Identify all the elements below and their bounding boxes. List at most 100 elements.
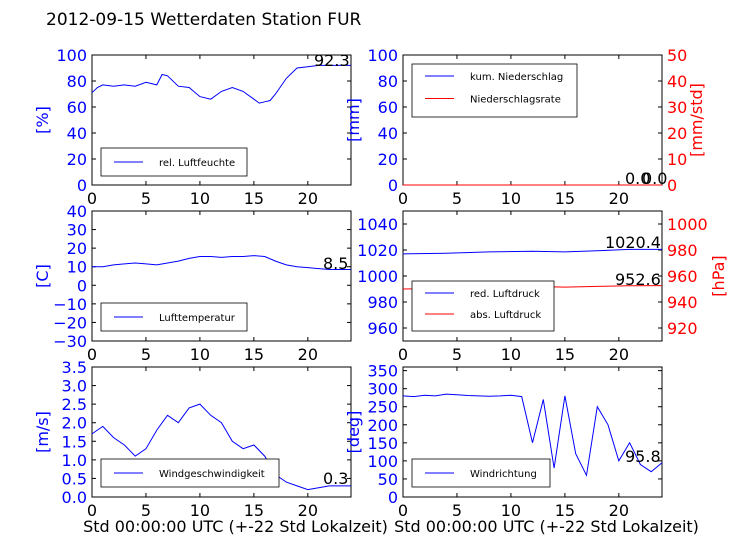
y-tick-label: 1000 <box>357 267 398 286</box>
legend: Lufttemperatur <box>100 302 248 332</box>
panel-windspeed: 0 5 10 15 20 0.00.51.01.52.02.53.03.5 [m/s] Std… <box>33 358 388 536</box>
legend: red. Luftdruck abs. Luftdruck <box>411 280 555 332</box>
legend-label: kum. Niederschlag <box>470 72 563 83</box>
x-tick-label: 20 <box>609 501 629 520</box>
panel-temperature: 0 5 10 15 20−30−20−10010203040[C]Lufttempera… <box>33 202 352 364</box>
y-tick-label: 1.5 <box>62 432 87 451</box>
y2-tick-label: 40 <box>667 72 687 91</box>
y-tick-label: 2.5 <box>62 395 87 414</box>
legend-label: red. Luftdruck <box>470 289 540 300</box>
x-tick-label: 0 <box>87 501 97 520</box>
y2-axis-label: [mm/std] <box>687 83 706 157</box>
y-tick-label: 3.5 <box>62 358 87 377</box>
y-axis-label: [hPa] <box>709 255 728 296</box>
y2-tick-label: 960 <box>667 267 698 286</box>
y2-tick-label: 50 <box>667 46 687 65</box>
y-tick-label: −20 <box>53 313 87 332</box>
y2-tick-label: 920 <box>667 319 698 338</box>
legend-box <box>411 63 578 118</box>
x-tick-label: 0 <box>398 501 408 520</box>
x-axis-label: Std 00:00:00 UTC (+-22 Std Lokalzeit) <box>83 517 388 536</box>
y-tick-label: 300 <box>367 380 398 399</box>
legend-label: abs. Luftdruck <box>470 310 541 321</box>
x-tick-label: 0 <box>87 345 97 364</box>
value-annotation: 0.0 <box>625 169 650 188</box>
x-tick-label: 15 <box>244 501 264 520</box>
x-tick-label: 15 <box>555 189 575 208</box>
y-tick-label: 60 <box>67 98 87 117</box>
x-tick-label: 5 <box>141 189 151 208</box>
legend-label: rel. Luftfeuchte <box>159 158 235 169</box>
panel-precip: 0 5 10 15 20 0 20 40 60 80 100 0 10 20 30 40 50 [mm] [mm/s… <box>344 46 706 208</box>
x-tick-label: 5 <box>452 501 462 520</box>
legend: Windgeschwindigkeit <box>100 458 280 488</box>
x-tick-label: 5 <box>452 189 462 208</box>
y-tick-label: 0 <box>77 276 87 295</box>
y-tick-label: 80 <box>67 72 87 91</box>
y-tick-label: −10 <box>53 295 87 314</box>
legend-label: Windrichtung <box>470 469 537 480</box>
legend: kum. Niederschlag Niederschlagsrate <box>411 63 578 118</box>
y-tick-label: 40 <box>378 124 398 143</box>
y-tick-label: 960 <box>367 319 398 338</box>
x-tick-label: 5 <box>141 345 151 364</box>
x-tick-label: 20 <box>298 189 318 208</box>
y-tick-label: 40 <box>67 124 87 143</box>
legend-label: Niederschlagsrate <box>470 95 561 106</box>
y2-tick-label: 20 <box>667 124 687 143</box>
value-annotation: 92.3 <box>314 51 350 70</box>
y-tick-label: 3.0 <box>62 377 87 396</box>
y-axis-label: [deg] <box>344 411 363 454</box>
y-tick-label: 20 <box>67 150 87 169</box>
x-tick-label: 5 <box>452 345 462 364</box>
y-tick-label: 60 <box>378 98 398 117</box>
y-axis-label: [C] <box>33 264 52 288</box>
x-tick-label: 0 <box>398 189 408 208</box>
x-tick-label: 20 <box>298 501 318 520</box>
x-tick-label: 10 <box>501 345 521 364</box>
x-tick-label: 15 <box>244 345 264 364</box>
y-tick-label: 980 <box>367 293 398 312</box>
y-tick-label: 0.0 <box>62 488 87 507</box>
legend: rel. Luftfeuchte <box>100 147 248 177</box>
series-line-0 <box>402 248 662 255</box>
y-tick-label: 0 <box>77 176 87 195</box>
value-annotation: 95.8 <box>625 447 661 466</box>
x-tick-label: 5 <box>141 501 151 520</box>
y2-tick-label: 1000 <box>667 215 708 234</box>
panel-humidity: 0 5 10 15 20 0 20 40 60 80 100 [%] rel. Luftfeuchte 9… <box>33 46 352 208</box>
x-tick-label: 20 <box>609 345 629 364</box>
y-tick-label: 80 <box>378 72 398 91</box>
series-line-0 <box>91 64 351 104</box>
figure-title: 2012-09-15 Wetterdaten Station FUR <box>46 10 362 30</box>
y-axis-label: [m/s] <box>33 411 52 453</box>
legend: Windrichtung <box>411 458 551 488</box>
value-annotation-2: 952.6 <box>615 270 661 289</box>
y-tick-label: 250 <box>367 398 398 417</box>
y-axis-label: [%] <box>33 106 52 134</box>
x-tick-label: 15 <box>244 189 264 208</box>
x-tick-label: 10 <box>501 501 521 520</box>
y-tick-label: 40 <box>67 202 87 221</box>
y-tick-label: 20 <box>378 150 398 169</box>
y-tick-label: 50 <box>378 470 398 489</box>
y-tick-label: 1040 <box>357 215 398 234</box>
y-tick-label: 30 <box>67 221 87 240</box>
y2-tick-label: 30 <box>667 98 687 117</box>
y2-tick-label: 10 <box>667 150 687 169</box>
y2-tick-label: 940 <box>667 293 698 312</box>
y-tick-label: −30 <box>53 332 87 351</box>
value-annotation: 0.3 <box>323 469 348 488</box>
x-tick-label: 10 <box>501 189 521 208</box>
y-tick-label: 1.0 <box>62 451 87 470</box>
y-tick-label: 100 <box>367 46 398 65</box>
x-tick-label: 20 <box>298 345 318 364</box>
y-tick-label: 200 <box>367 416 398 435</box>
y-tick-label: 20 <box>67 239 87 258</box>
x-tick-label: 15 <box>555 501 575 520</box>
y-tick-label: 10 <box>67 258 87 277</box>
y2-tick-label: 980 <box>667 241 698 260</box>
